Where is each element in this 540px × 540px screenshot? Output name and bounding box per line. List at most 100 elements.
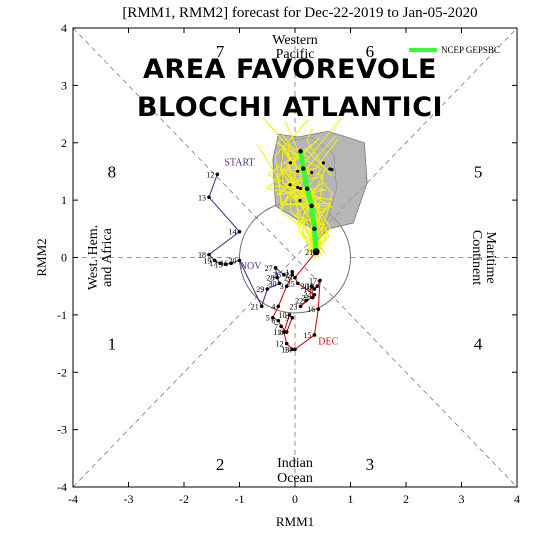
y-tick-label: 1 — [61, 193, 67, 207]
y-tick-label: 2 — [61, 136, 67, 150]
data-point — [304, 298, 308, 303]
region-label-bottom: Ocean — [277, 471, 313, 486]
legend-label: NCEP GEPSBC — [441, 45, 500, 55]
data-point — [275, 275, 280, 280]
data-point — [237, 229, 242, 234]
region-label-bottom: Indian — [277, 456, 313, 471]
data-point — [290, 347, 295, 352]
data-point-label: 5 — [266, 314, 270, 323]
data-point-label: 19 — [303, 285, 311, 294]
phase-number-7: 7 — [216, 42, 225, 61]
data-point-label: 20 — [229, 256, 237, 265]
ensemble-member-point — [298, 199, 302, 203]
overlay-title-line-2: BLOCCHI ATLANTICI — [136, 92, 444, 123]
y-tick-label: 0 — [61, 251, 67, 265]
data-point — [207, 195, 211, 200]
data-point — [305, 186, 310, 191]
phase-number-5: 5 — [474, 162, 483, 181]
ensemble-member-point — [296, 169, 300, 173]
data-point-label: 7 — [274, 322, 278, 331]
data-point — [223, 262, 228, 267]
data-point-label: 13 — [198, 193, 206, 202]
data-point-label: 29 — [256, 285, 264, 294]
ensemble-member-point — [330, 168, 334, 172]
data-point-label: 16 — [307, 305, 315, 314]
data-point-label: 18 — [306, 282, 314, 291]
data-point-label: 13 — [281, 345, 289, 354]
data-point-label: 20 — [301, 282, 309, 291]
data-point — [218, 261, 222, 266]
x-tick-label: 4 — [514, 492, 520, 506]
data-point — [312, 292, 317, 297]
data-point-label: 17 — [309, 276, 317, 285]
data-point — [284, 330, 289, 334]
data-point-label: 28 — [266, 274, 274, 283]
data-point-label: 6 — [271, 317, 275, 326]
data-point — [229, 261, 233, 266]
y-tick-label: -3 — [57, 423, 67, 437]
data-point — [282, 272, 286, 277]
data-point-label: 9 — [285, 314, 289, 323]
region-label-right: Continent — [469, 230, 484, 285]
ensemble-member-track — [306, 128, 328, 246]
data-point — [287, 313, 292, 317]
data-point — [316, 307, 321, 311]
data-point-label: 14 — [229, 228, 237, 237]
ensemble-member-point — [296, 185, 300, 189]
data-point — [277, 281, 282, 286]
data-point — [207, 252, 211, 257]
data-point-label: 18 — [198, 251, 206, 260]
month-label-nov: NOV — [240, 261, 262, 272]
data-point-label: 10 — [278, 311, 286, 320]
ensemble-member-point — [288, 183, 292, 187]
ensemble-spread — [257, 117, 368, 259]
y-tick-label: -1 — [57, 308, 67, 322]
data-point-label: 21 — [305, 248, 313, 257]
data-point-label: 15 — [215, 260, 223, 269]
data-point-label: 23 — [290, 302, 298, 311]
month-label-dec: DEC — [318, 337, 338, 348]
chart-title: [RMM1, RMM2] forecast for Dec-22-2019 to… — [122, 5, 477, 21]
phase-number-3: 3 — [366, 455, 375, 474]
y-tick-label: -2 — [57, 365, 67, 379]
data-point-label: 26 — [284, 274, 292, 283]
data-point — [215, 172, 220, 177]
data-point-label: 22 — [295, 297, 303, 306]
data-point — [290, 315, 295, 320]
data-point-label: 24 — [303, 291, 311, 300]
data-point — [284, 341, 289, 346]
series-layer — [207, 149, 322, 352]
data-point — [309, 284, 314, 288]
data-point-label: 8 — [280, 328, 284, 337]
x-axis-label: RMM1 — [276, 514, 314, 529]
x-tick-label: 3 — [459, 492, 465, 506]
data-point — [276, 304, 281, 309]
region-label-top: Western — [272, 33, 318, 48]
y-tick-label: 3 — [61, 78, 67, 92]
overlay-title-line-1: AREA FAVOREVOLE — [143, 54, 437, 85]
data-point — [279, 324, 283, 329]
x-tick-label: -4 — [68, 492, 78, 506]
data-point — [298, 149, 303, 154]
y-tick-label: 4 — [61, 21, 67, 35]
data-point — [312, 333, 317, 337]
ensemble-member-track — [302, 135, 336, 258]
diagonal-line — [72, 27, 518, 488]
current-day-marker — [312, 248, 320, 256]
month-label-start: START — [224, 158, 254, 169]
phase-number-4: 4 — [474, 335, 483, 354]
data-point — [301, 166, 306, 171]
label-layer: [RMM1, RMM2] forecast for Dec-22-2019 to… — [34, 5, 520, 529]
ensemble-member-track — [275, 142, 327, 250]
data-point — [318, 278, 322, 283]
ensemble-member-point — [310, 170, 314, 175]
x-tick-label: 2 — [403, 492, 409, 506]
data-point-label: 17 — [209, 259, 217, 268]
ensemble-member-track — [257, 144, 321, 251]
data-point-label: 14 — [284, 345, 292, 354]
data-point-label: 11 — [273, 328, 281, 337]
region-label-top: Pacific — [276, 47, 315, 62]
x-tick-label: 0 — [292, 492, 298, 506]
data-point — [273, 266, 278, 270]
